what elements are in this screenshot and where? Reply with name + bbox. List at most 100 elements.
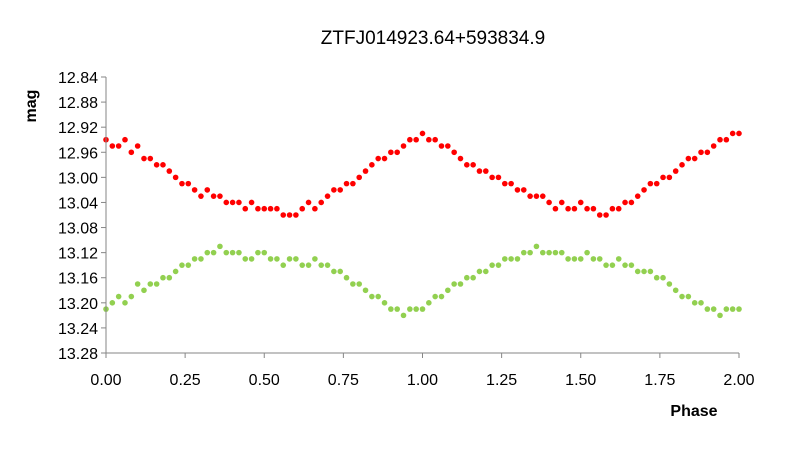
data-point xyxy=(305,199,312,206)
data-point xyxy=(476,268,483,275)
data-point xyxy=(255,205,261,212)
data-point xyxy=(445,143,451,149)
data-point xyxy=(489,174,495,181)
data-point xyxy=(407,306,413,312)
data-point xyxy=(483,268,489,275)
data-point xyxy=(704,306,711,312)
data-point xyxy=(634,268,641,275)
data-point xyxy=(217,193,223,199)
data-point xyxy=(704,149,711,156)
data-point xyxy=(660,274,666,281)
data-point xyxy=(438,143,445,149)
x-tick-label: 0.75 xyxy=(328,372,359,389)
data-point xyxy=(299,205,306,212)
data-point xyxy=(641,268,647,275)
data-point xyxy=(210,193,217,199)
data-point xyxy=(736,306,742,312)
y-tick-label: 13.08 xyxy=(58,221,98,238)
data-point xyxy=(451,149,457,156)
data-point xyxy=(691,155,698,162)
data-point xyxy=(432,293,438,300)
data-point xyxy=(293,212,299,218)
data-point xyxy=(571,205,578,212)
data-point xyxy=(381,155,388,162)
data-point xyxy=(546,249,552,256)
data-point xyxy=(217,243,223,250)
data-point xyxy=(280,262,287,268)
data-point xyxy=(539,193,546,199)
data-point xyxy=(647,180,654,187)
data-point xyxy=(210,249,217,256)
data-point xyxy=(533,243,540,250)
data-point xyxy=(717,136,723,143)
data-point xyxy=(141,287,147,294)
data-point xyxy=(128,293,135,300)
data-point xyxy=(501,256,508,262)
data-point xyxy=(115,293,122,300)
data-point xyxy=(464,274,470,281)
data-point xyxy=(166,168,173,174)
data-point xyxy=(356,174,363,181)
data-point xyxy=(394,149,400,156)
data-point xyxy=(134,281,141,287)
data-point xyxy=(160,274,166,281)
data-point xyxy=(679,293,685,300)
data-point xyxy=(501,180,508,187)
data-point xyxy=(647,268,654,275)
data-point xyxy=(691,300,698,306)
data-point xyxy=(520,187,527,193)
series-2 xyxy=(103,243,742,319)
data-point xyxy=(191,187,198,193)
data-point xyxy=(628,199,635,206)
data-point xyxy=(362,168,369,174)
data-point xyxy=(128,149,135,156)
data-point xyxy=(324,262,331,268)
data-point xyxy=(584,205,590,212)
chart-title: ZTFJ014923.64+593834.9 xyxy=(321,28,545,49)
x-tick-label: 1.00 xyxy=(407,372,438,389)
data-point xyxy=(261,249,268,256)
data-point xyxy=(653,274,660,281)
data-point xyxy=(698,149,704,156)
data-point xyxy=(229,199,236,206)
data-point xyxy=(495,174,502,181)
data-point xyxy=(419,306,426,312)
data-point xyxy=(470,274,476,281)
data-point xyxy=(628,262,635,268)
data-point xyxy=(457,155,464,162)
data-point xyxy=(122,300,128,306)
data-point xyxy=(710,306,717,312)
data-point xyxy=(172,174,179,181)
data-point xyxy=(615,256,622,262)
y-tick-label: 12.96 xyxy=(58,145,98,162)
data-point xyxy=(388,306,394,312)
data-point xyxy=(236,249,242,256)
data-point xyxy=(369,162,375,168)
data-point xyxy=(324,193,331,199)
y-tick-label: 13.00 xyxy=(58,170,98,187)
data-point xyxy=(255,249,261,256)
data-point xyxy=(571,256,578,262)
data-point xyxy=(109,300,116,306)
data-point xyxy=(710,143,717,149)
data-point xyxy=(337,268,344,275)
axes xyxy=(105,77,739,354)
y-tick-label: 13.16 xyxy=(58,271,98,288)
y-tick-label: 13.20 xyxy=(58,296,98,313)
data-point xyxy=(520,249,527,256)
data-point xyxy=(153,162,160,168)
data-point xyxy=(508,256,514,262)
y-axis-label: mag xyxy=(23,90,40,123)
data-point xyxy=(153,281,160,287)
data-point xyxy=(343,274,350,281)
data-point xyxy=(331,268,337,275)
data-point xyxy=(552,205,559,212)
data-point xyxy=(248,199,255,206)
data-point xyxy=(634,193,641,199)
data-point xyxy=(388,149,394,156)
data-point xyxy=(375,293,381,300)
data-point xyxy=(539,249,546,256)
data-point xyxy=(204,249,211,256)
x-axis-ticks: 0.00 0.25 0.50 0.75 1.00 1.25 1.50 1.75 2.00 xyxy=(90,353,755,389)
data-point xyxy=(577,256,584,262)
